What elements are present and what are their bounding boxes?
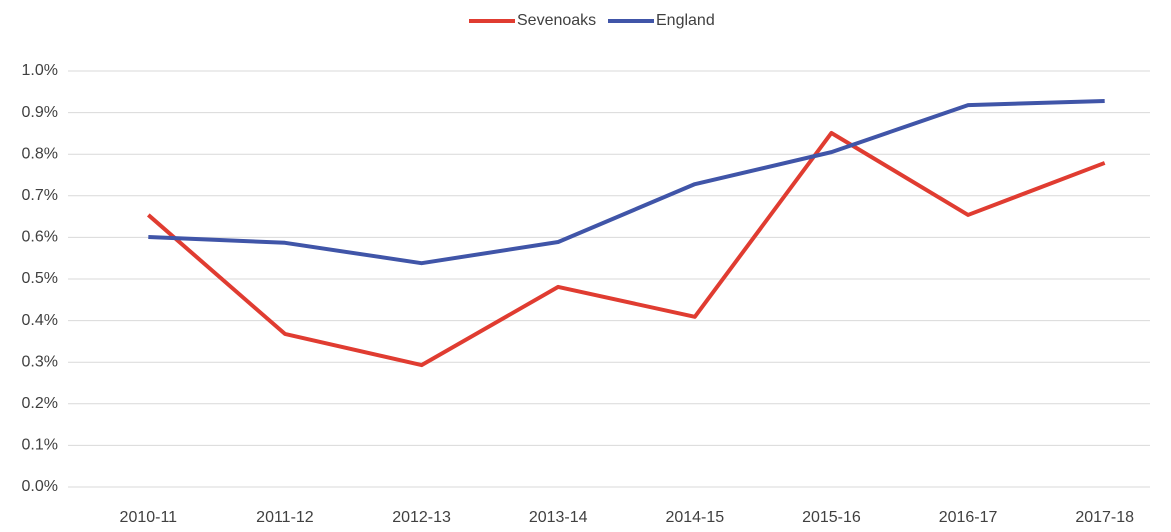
y-tick-label: 0.1% [22,437,58,454]
y-tick-label: 0.2% [22,395,58,412]
y-tick-label: 0.3% [22,353,58,370]
legend-label: Sevenoaks [517,12,596,29]
x-tick-label: 2010-11 [120,509,178,526]
x-tick-label: 2017-18 [1075,509,1134,526]
x-tick-label: 2011-12 [256,509,314,526]
series-line [146,130,1106,368]
x-tick-label: 2012-13 [392,509,451,526]
x-tick-label: 2014-15 [665,509,724,526]
y-tick-label: 0.9% [22,104,58,121]
x-tick-label: 2013-14 [529,509,588,526]
y-tick-label: 0.0% [22,478,58,495]
x-tick-label: 2016-17 [939,509,998,526]
y-tick-label: 0.6% [22,229,58,246]
y-tick-label: 0.4% [22,312,58,329]
y-tick-label: 0.7% [22,187,58,204]
x-tick-label: 2015-16 [802,509,861,526]
y-tick-label: 0.8% [22,145,58,162]
y-tick-label: 0.5% [22,270,58,287]
y-tick-label: 1.0% [22,62,58,79]
legend-label: England [656,12,715,29]
series-line [148,98,1105,266]
